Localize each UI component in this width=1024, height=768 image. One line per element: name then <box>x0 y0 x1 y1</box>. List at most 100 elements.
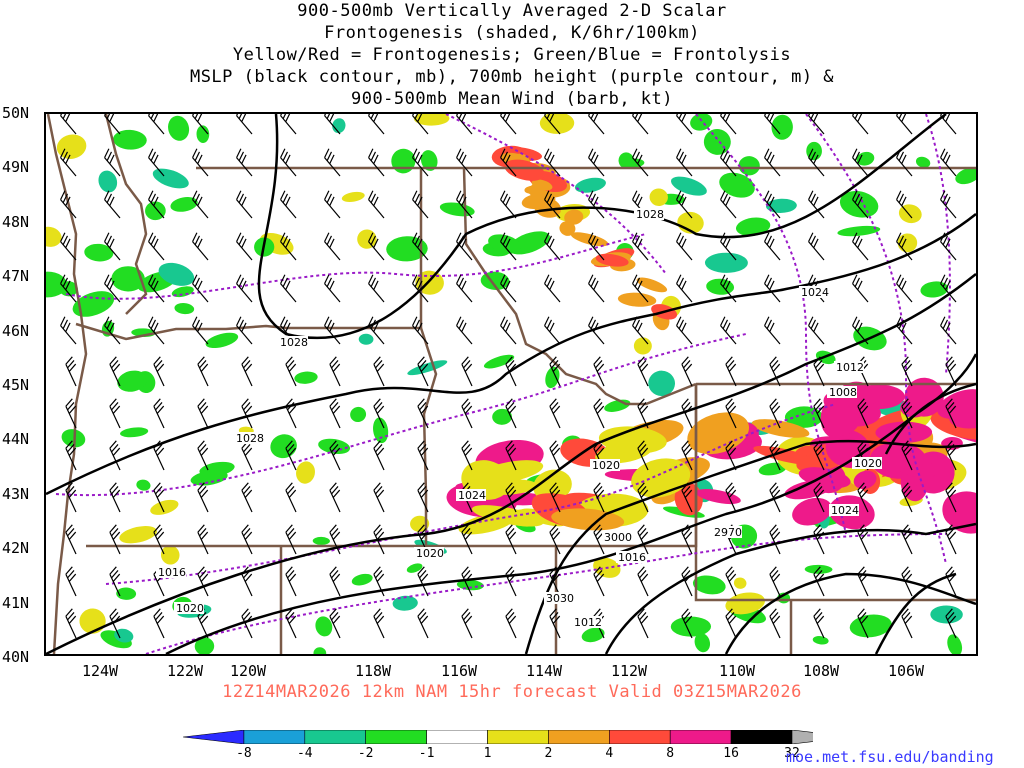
wind-barb <box>236 274 253 303</box>
shading-blob <box>270 434 297 459</box>
id-mt-border <box>462 167 697 406</box>
wind-barb <box>505 398 517 429</box>
wind-barb <box>109 608 121 639</box>
lon-label: 108W <box>802 662 840 680</box>
wind-barb <box>109 482 121 513</box>
wind-barb <box>373 524 385 555</box>
wind-barb <box>236 114 253 135</box>
wind-barb <box>764 232 781 261</box>
wind-barb <box>769 356 781 387</box>
wind-barb <box>813 482 825 513</box>
wind-barb <box>461 524 473 555</box>
wind-barb <box>764 148 781 177</box>
valid-time-label: 12Z14MAR2026 12km NAM 15hr forecast Vali… <box>222 682 802 702</box>
wind-barb <box>852 190 869 219</box>
wind-barb <box>417 356 429 387</box>
wind-barb <box>544 114 561 135</box>
wind-barb <box>368 274 385 303</box>
wind-barb <box>241 356 253 387</box>
shading-blob <box>738 156 760 176</box>
contour-label-bg <box>572 616 602 628</box>
contour-label-bg <box>174 602 204 614</box>
contour-label-bg <box>799 286 829 298</box>
mslp-contour-line <box>604 522 976 654</box>
wind-barb <box>412 190 429 219</box>
shading-blob <box>420 150 438 171</box>
colorbar-label: 32 <box>784 746 800 761</box>
shading-blob <box>150 499 179 515</box>
wind-barb <box>945 356 957 387</box>
wind-barb <box>324 114 341 135</box>
shading-blob <box>735 217 771 236</box>
wind-barb <box>461 356 473 387</box>
wa-or-border <box>75 322 421 341</box>
shading-blob <box>160 545 180 565</box>
colorbar-label: -4 <box>296 746 313 761</box>
lon-label: 112W <box>610 662 648 680</box>
wind-barb <box>549 398 561 429</box>
shading-blob <box>190 470 228 486</box>
wind-barb <box>241 482 253 513</box>
shading-blob <box>46 226 62 247</box>
mslp-contour-line <box>46 213 976 496</box>
wind-barb <box>192 114 209 135</box>
wind-barb <box>505 524 517 555</box>
wind-barb <box>769 440 781 471</box>
wind-barb <box>456 274 473 303</box>
wind-barb <box>940 148 957 177</box>
wind-barb <box>280 114 297 135</box>
lon-label: 116W <box>440 662 478 680</box>
wind-barb <box>412 114 429 135</box>
wind-barb <box>764 274 781 303</box>
wind-barb <box>285 524 297 555</box>
mslp-contour-line <box>46 273 976 654</box>
wind-barb <box>461 566 473 597</box>
shading-blob <box>488 234 521 254</box>
wind-barb <box>456 114 473 135</box>
height-contour-line <box>145 533 947 654</box>
shading-blob <box>407 360 448 376</box>
shading-blob <box>406 563 423 573</box>
wyoming-border <box>694 382 976 602</box>
lat-label: 41N <box>2 593 30 612</box>
wind-barb <box>109 398 121 429</box>
shading-blob <box>758 462 787 476</box>
shading-blob <box>98 170 118 193</box>
lon-label: 122W <box>166 662 204 680</box>
shading-blob <box>858 385 886 404</box>
wind-barb <box>544 148 561 177</box>
lon-label: 114W <box>525 662 563 680</box>
mslp-contour-label: 1012 <box>836 361 864 374</box>
contour-label-bg <box>616 551 646 563</box>
credit-link[interactable]: moe.met.fsu.edu/banding <box>786 748 994 766</box>
wind-barb <box>417 398 429 429</box>
wind-barb <box>813 356 825 387</box>
wind-barb <box>456 190 473 219</box>
shading-blob <box>483 354 515 369</box>
wind-barb <box>65 608 77 639</box>
shading-blob <box>564 209 584 225</box>
shading-blob <box>351 573 373 586</box>
wind-barb <box>197 398 209 429</box>
shading-blob <box>915 156 931 168</box>
wind-barb <box>632 274 649 303</box>
shading-blob <box>386 236 428 262</box>
mslp-contour-label: 1016 <box>618 551 646 564</box>
shading-blob <box>168 115 190 141</box>
wind-barb <box>593 566 605 597</box>
wind-barb <box>901 566 913 597</box>
mslp-contour-label: 1028 <box>280 336 308 349</box>
wind-barb <box>153 524 165 555</box>
wind-barb <box>637 398 649 429</box>
wind-barb <box>329 482 341 513</box>
wind-barb <box>813 608 825 639</box>
wind-barb <box>236 190 253 219</box>
wind-barb <box>852 316 869 345</box>
shading-blob <box>196 125 210 144</box>
shading-blob <box>670 616 712 637</box>
wind-barb <box>637 482 649 513</box>
wind-barb <box>676 148 693 177</box>
wind-barb <box>104 232 121 261</box>
height-contour-line <box>695 114 847 535</box>
shading-blob <box>753 445 817 465</box>
